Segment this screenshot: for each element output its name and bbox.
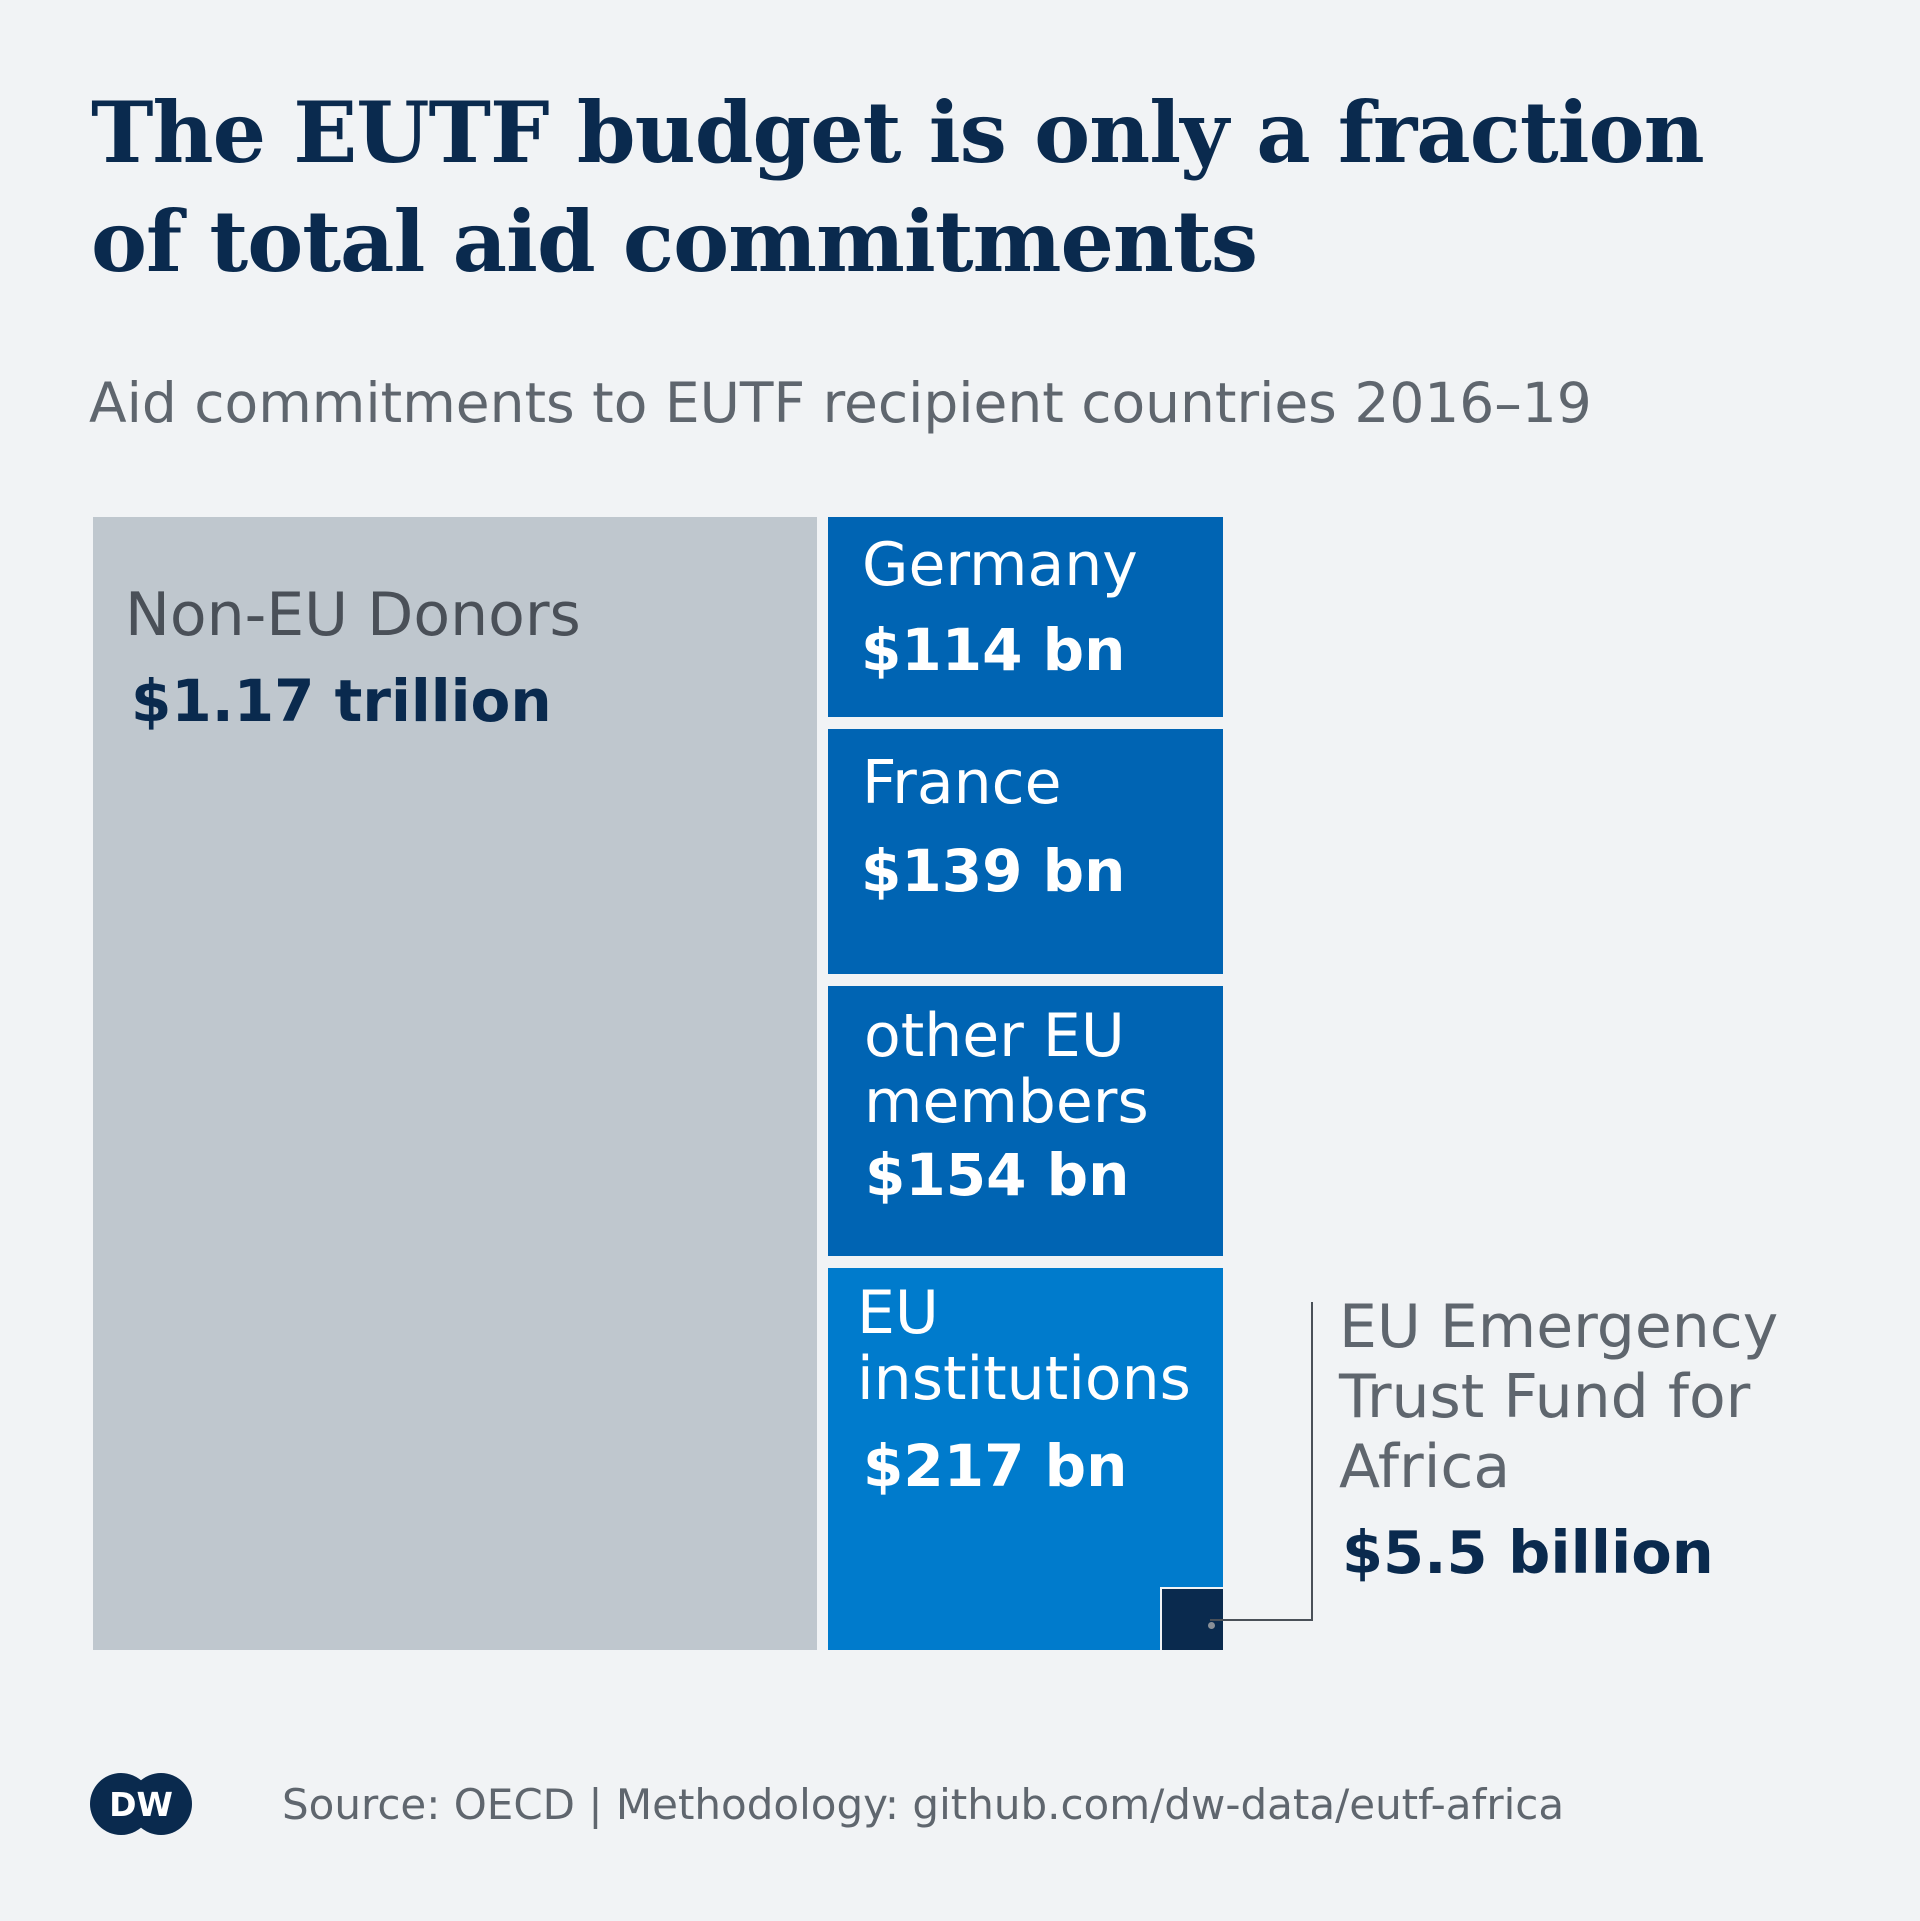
tile-eu-institutions-value: $217 bn <box>863 1432 1128 1500</box>
tile-france: France $139 bn <box>828 729 1223 974</box>
tile-non-eu-donors-value: $1.17 trillion <box>131 667 552 735</box>
tile-eutf <box>1160 1587 1223 1650</box>
tile-germany: Germany $114 bn <box>828 517 1223 717</box>
callout-eutf-value: $5.5 billion <box>1342 1518 1714 1587</box>
tile-non-eu-donors-label: Non-EU Donors <box>125 580 581 650</box>
tile-other-eu-members-label: other EU members <box>864 1001 1149 1137</box>
callout-eutf-label: EU Emergency Trust Fund for Africa <box>1339 1292 1779 1502</box>
eutf-marker-dot <box>1208 1622 1215 1629</box>
dw-logo-text: DW <box>109 1785 173 1824</box>
source-note: Source: OECD | Methodology: github.com/d… <box>282 1780 1565 1829</box>
tile-eu-institutions: EU institutions $217 bn <box>828 1268 1223 1650</box>
chart-title: The EUTF budget is only a fraction of to… <box>91 83 1705 291</box>
tile-non-eu-donors: Non-EU Donors $1.17 trillion <box>93 517 817 1650</box>
tile-other-eu-members-value: $154 bn <box>865 1141 1130 1209</box>
tile-germany-value: $114 bn <box>861 616 1126 684</box>
chart-subtitle: Aid commitments to EUTF recipient countr… <box>89 371 1592 435</box>
tile-france-label: France <box>862 748 1062 818</box>
tile-other-eu-members: other EU members $154 bn <box>828 986 1223 1256</box>
callout-line <box>1210 1302 1313 1621</box>
tile-france-value: $139 bn <box>861 837 1126 905</box>
tile-eu-institutions-label: EU institutions <box>857 1278 1191 1414</box>
dw-logo: DW <box>90 1773 192 1835</box>
tile-germany-label: Germany <box>862 530 1138 600</box>
